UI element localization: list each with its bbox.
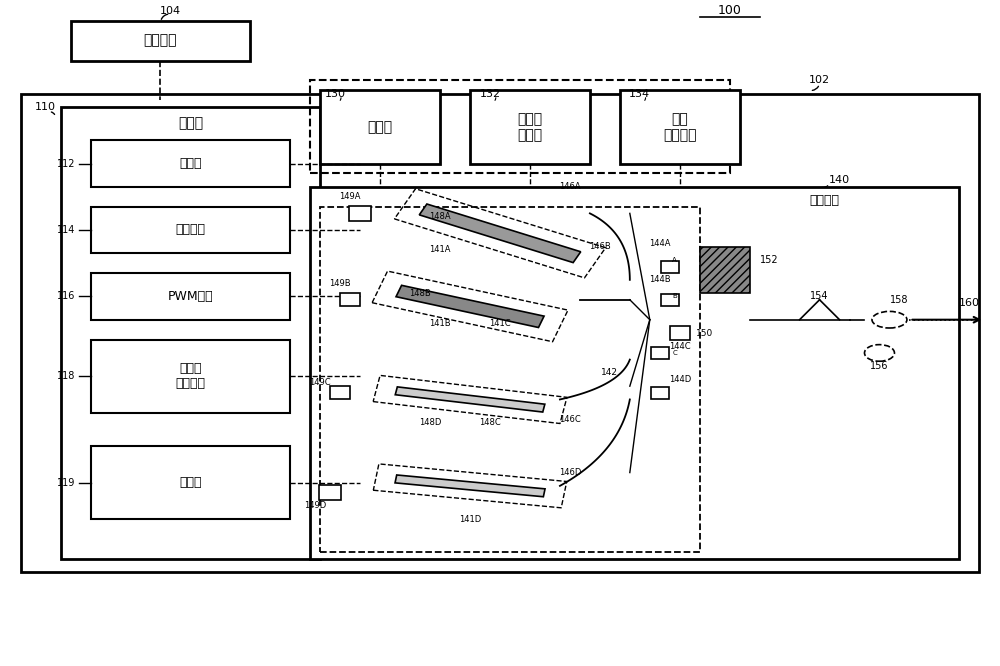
Bar: [91, 141, 290, 186]
Text: 144A: 144A: [649, 239, 671, 248]
Text: 104: 104: [160, 6, 181, 16]
Text: C: C: [672, 350, 677, 356]
Text: 142: 142: [601, 368, 618, 378]
Text: 146D: 146D: [559, 468, 581, 477]
Text: 112: 112: [57, 159, 76, 168]
Text: 149B: 149B: [329, 278, 351, 288]
Text: 141A: 141A: [429, 246, 451, 254]
Text: 监视和
调整模块: 监视和 调整模块: [175, 362, 205, 390]
Bar: [700, 246, 750, 293]
Bar: [91, 446, 290, 519]
Text: 149A: 149A: [339, 192, 361, 201]
Text: 141B: 141B: [429, 318, 451, 328]
Text: 154: 154: [810, 292, 829, 302]
Bar: [651, 387, 669, 399]
Text: 160: 160: [959, 298, 980, 308]
Text: 149D: 149D: [304, 501, 326, 510]
Text: 144D: 144D: [669, 375, 691, 384]
Text: 144C: 144C: [669, 342, 691, 351]
Bar: [620, 91, 740, 164]
Polygon shape: [396, 285, 544, 328]
Polygon shape: [419, 204, 581, 262]
Bar: [349, 206, 371, 220]
Text: 150: 150: [696, 328, 713, 338]
Text: 118: 118: [57, 371, 76, 381]
Bar: [91, 273, 290, 320]
Text: B: B: [672, 294, 677, 300]
Polygon shape: [395, 387, 545, 412]
Text: 158: 158: [890, 295, 909, 305]
Bar: [330, 386, 350, 400]
Text: 致动器: 致动器: [368, 120, 393, 134]
Bar: [310, 186, 959, 559]
Text: 148A: 148A: [429, 212, 451, 221]
Text: 存储器: 存储器: [179, 476, 202, 489]
Text: 电脉冲
发生器: 电脉冲 发生器: [517, 112, 543, 142]
Text: A: A: [672, 257, 677, 263]
Text: 156: 156: [870, 361, 889, 371]
Bar: [61, 107, 320, 559]
Bar: [310, 81, 730, 174]
Text: 144B: 144B: [649, 275, 671, 284]
Text: 141C: 141C: [489, 318, 511, 328]
Text: 130: 130: [325, 89, 346, 99]
Text: 132: 132: [479, 89, 501, 99]
Text: 能量
测量配件: 能量 测量配件: [663, 112, 696, 142]
Text: 148C: 148C: [479, 418, 501, 427]
Text: 149C: 149C: [309, 378, 331, 388]
Text: 激光配件: 激光配件: [810, 194, 840, 206]
Text: 148D: 148D: [419, 418, 441, 427]
Bar: [91, 206, 290, 253]
Text: PWM模块: PWM模块: [168, 290, 213, 303]
Text: 146B: 146B: [589, 242, 611, 251]
Text: 146C: 146C: [559, 415, 581, 424]
Text: 119: 119: [57, 478, 76, 488]
Text: 处理器: 处理器: [179, 157, 202, 170]
Polygon shape: [395, 475, 545, 497]
Text: 114: 114: [57, 225, 76, 235]
Text: 134: 134: [629, 89, 650, 99]
Text: 控制器: 控制器: [178, 117, 203, 131]
Bar: [21, 94, 979, 572]
Bar: [320, 91, 440, 164]
Text: 校准模块: 校准模块: [175, 224, 205, 236]
Bar: [651, 347, 669, 359]
Bar: [661, 260, 679, 272]
Text: 152: 152: [760, 255, 779, 265]
Text: 148B: 148B: [409, 288, 431, 298]
Text: 用户接口: 用户接口: [144, 33, 177, 47]
Bar: [71, 21, 250, 61]
Bar: [319, 486, 341, 500]
Bar: [661, 294, 679, 306]
Text: 100: 100: [718, 4, 742, 17]
Text: 102: 102: [809, 75, 830, 85]
Bar: [470, 91, 590, 164]
Text: 116: 116: [57, 292, 76, 302]
Bar: [670, 326, 690, 340]
Bar: [320, 206, 700, 552]
Text: 146A: 146A: [559, 182, 581, 191]
Text: 141D: 141D: [459, 515, 481, 523]
Text: 140: 140: [829, 175, 850, 185]
Text: 110: 110: [35, 102, 56, 112]
Bar: [340, 293, 360, 306]
Bar: [91, 340, 290, 413]
